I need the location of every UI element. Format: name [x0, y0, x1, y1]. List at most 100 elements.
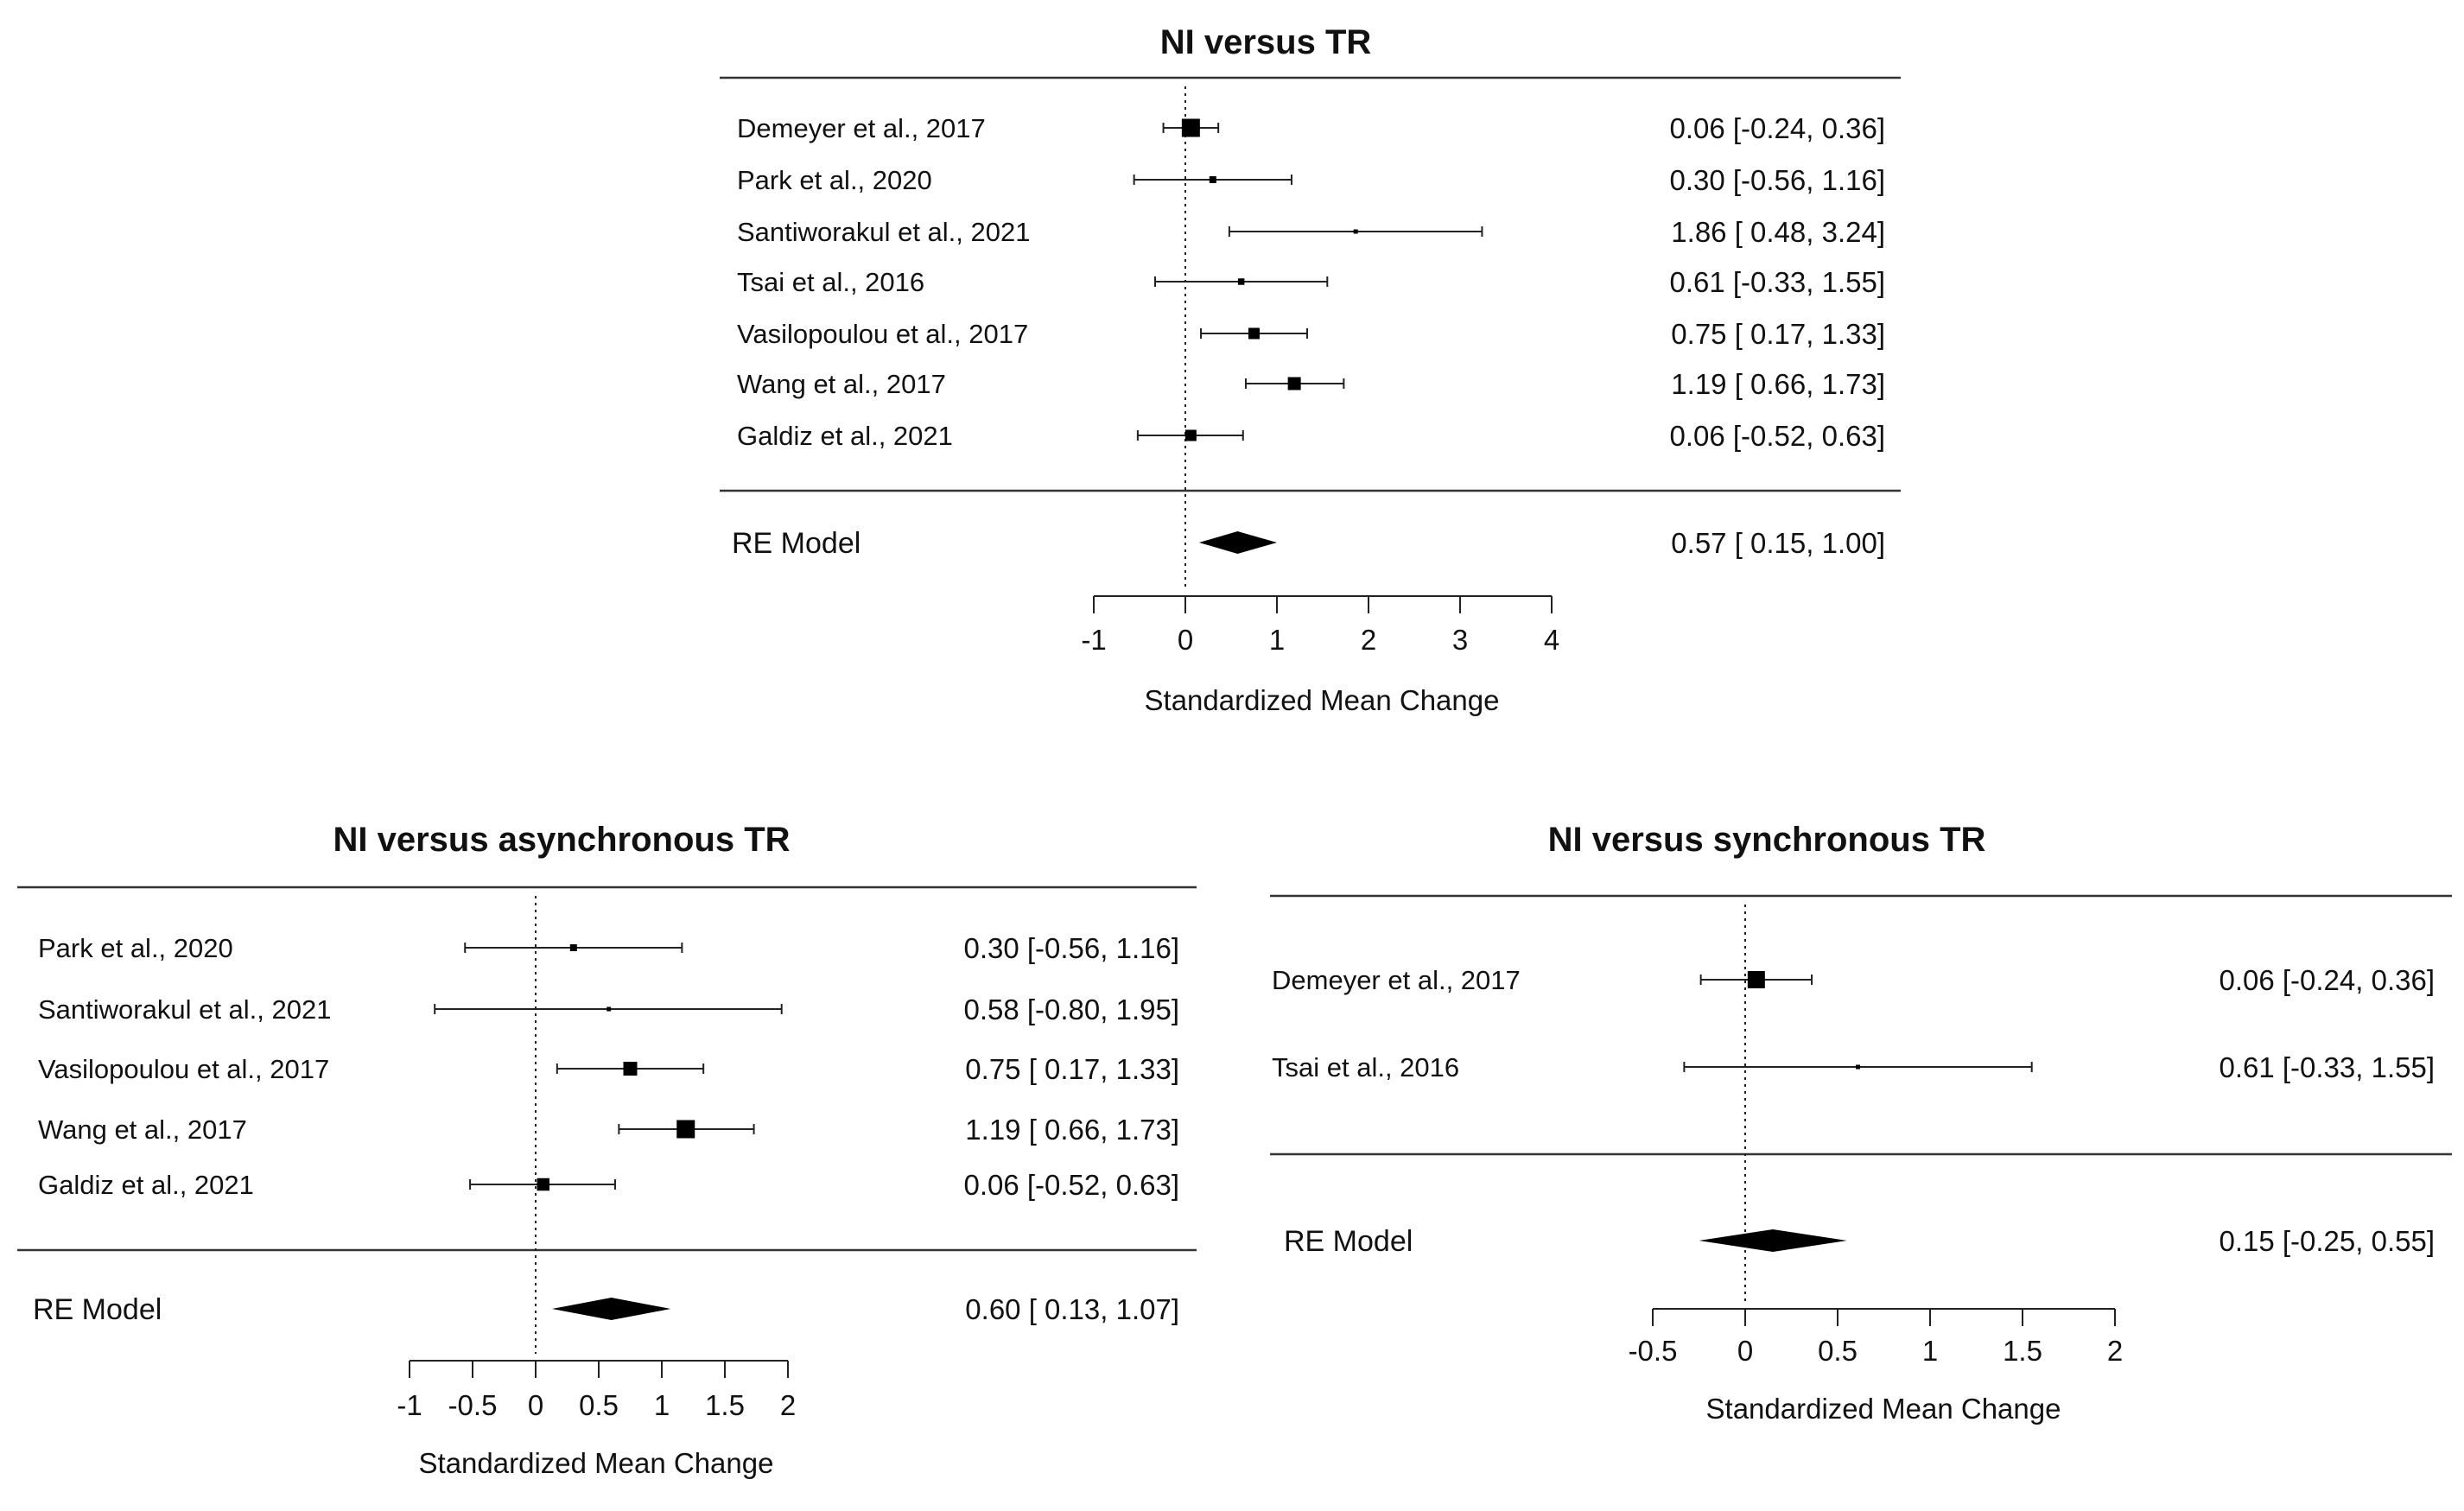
point-estimate — [1237, 278, 1245, 285]
estimate-ci-text: 0.61 [-0.33, 1.55] — [1669, 266, 1885, 298]
study-label: Wang et al., 2017 — [737, 369, 946, 399]
point-estimate — [537, 1178, 550, 1191]
estimate-ci-text: 1.19 [ 0.66, 1.73] — [965, 1114, 1179, 1146]
axis-tick-label: -0.5 — [448, 1389, 498, 1421]
study-row: Santiworakul et al., 2021 0.58 [-0.80, 1.… — [38, 994, 1179, 1025]
point-estimate — [676, 1120, 695, 1139]
estimate-ci-text: 0.06 [-0.24, 0.36] — [1669, 112, 1885, 144]
x-axis-label: Standardized Mean Change — [1145, 684, 1500, 716]
study-label: Tsai et al., 2016 — [737, 267, 924, 297]
forest-panel-2: NI versus asynchronous TR Park et al., 20… — [17, 821, 1197, 1479]
summary-label: RE Model — [732, 527, 860, 560]
axis-tick-label: 4 — [1544, 624, 1559, 656]
estimate-ci-text: 1.86 [ 0.48, 3.24] — [1671, 216, 1885, 248]
study-row: Galdiz et al., 2021 0.06 [-0.52, 0.63] — [737, 420, 1885, 452]
study-row: Vasilopoulou et al., 2017 0.75 [ 0.17, 1.… — [737, 318, 1885, 350]
estimate-ci-text: 0.75 [ 0.17, 1.33] — [965, 1053, 1179, 1085]
study-label: Wang et al., 2017 — [38, 1114, 247, 1145]
study-row: Demeyer et al., 2017 0.06 [-0.24, 0.36] — [737, 112, 1885, 144]
axis-tick-label: -1 — [397, 1389, 422, 1421]
axis-tick-label: 0 — [1178, 624, 1193, 656]
point-estimate — [1181, 118, 1200, 137]
point-estimate — [1248, 327, 1260, 340]
axis-tick-label: 2 — [780, 1389, 796, 1421]
point-estimate — [1747, 971, 1765, 988]
study-row: Tsai et al., 2016 0.61 [-0.33, 1.55] — [737, 266, 1885, 298]
x-axis-label: Standardized Mean Change — [419, 1447, 774, 1479]
forest-panel-3: NI versus synchronous TR Demeyer et al., … — [1270, 821, 2452, 1425]
study-label: Vasilopoulou et al., 2017 — [737, 319, 1028, 349]
axis-tick-label: 3 — [1452, 624, 1468, 656]
summary-row: RE Model 0.15 [-0.25, 0.55] — [1284, 1225, 2435, 1258]
study-row: Galdiz et al., 2021 0.06 [-0.52, 0.63] — [38, 1169, 1179, 1201]
point-estimate — [569, 944, 577, 951]
axis-tick-label: 2 — [2107, 1335, 2123, 1367]
axis-tick-label: 0.5 — [1818, 1335, 1858, 1367]
x-axis: -1 0 1 2 3 4 Standardized Mean Change — [1081, 595, 1559, 716]
study-row: Santiworakul et al., 2021 1.86 [ 0.48, 3.… — [737, 216, 1885, 248]
study-label: Demeyer et al., 2017 — [737, 113, 986, 143]
estimate-ci-text: 0.06 [-0.24, 0.36] — [2219, 964, 2435, 996]
summary-ci-text: 0.57 [ 0.15, 1.00] — [1671, 527, 1885, 559]
summary-ci-text: 0.15 [-0.25, 0.55] — [2219, 1225, 2435, 1257]
study-row: Park et al., 2020 0.30 [-0.56, 1.16] — [38, 932, 1179, 964]
estimate-ci-text: 0.30 [-0.56, 1.16] — [1669, 164, 1885, 196]
axis-tick-label: 0.5 — [579, 1389, 619, 1421]
study-row: Wang et al., 2017 1.19 [ 0.66, 1.73] — [38, 1114, 1179, 1146]
summary-label: RE Model — [1284, 1225, 1413, 1258]
estimate-ci-text: 0.75 [ 0.17, 1.33] — [1671, 318, 1885, 350]
axis-tick-label: 1 — [1269, 624, 1285, 656]
study-label: Demeyer et al., 2017 — [1272, 965, 1521, 995]
study-label: Galdiz et al., 2021 — [737, 421, 953, 451]
study-label: Santiworakul et al., 2021 — [38, 994, 332, 1025]
point-estimate — [1287, 377, 1301, 390]
summary-diamond — [1699, 1229, 1847, 1252]
estimate-ci-text: 0.61 [-0.33, 1.55] — [2219, 1051, 2435, 1083]
study-row: Park et al., 2020 0.30 [-0.56, 1.16] — [737, 164, 1885, 196]
point-estimate — [1209, 176, 1216, 183]
axis-tick-label: 2 — [1361, 624, 1376, 656]
estimate-ci-text: 0.58 [-0.80, 1.95] — [963, 994, 1179, 1025]
point-estimate — [1856, 1064, 1861, 1070]
axis-tick-label: 0 — [1737, 1335, 1753, 1367]
axis-tick-label: 1 — [654, 1389, 670, 1421]
estimate-ci-text: 1.19 [ 0.66, 1.73] — [1671, 368, 1885, 400]
summary-diamond — [551, 1298, 671, 1320]
point-estimate — [1184, 429, 1197, 441]
study-label: Park et al., 2020 — [38, 933, 233, 963]
study-label: Tsai et al., 2016 — [1272, 1052, 1459, 1082]
point-estimate — [606, 1006, 612, 1012]
panel-title: NI versus TR — [1160, 23, 1372, 61]
panel-title: NI versus asynchronous TR — [333, 821, 790, 859]
study-label: Vasilopoulou et al., 2017 — [38, 1054, 329, 1084]
axis-tick-label: 1 — [1922, 1335, 1938, 1367]
x-axis-label: Standardized Mean Change — [1706, 1393, 2061, 1425]
estimate-ci-text: 0.30 [-0.56, 1.16] — [963, 932, 1179, 964]
axis-tick-label: -1 — [1081, 624, 1106, 656]
axis-tick-label: 0 — [528, 1389, 543, 1421]
panel-title: NI versus synchronous TR — [1548, 821, 1986, 859]
study-label: Santiworakul et al., 2021 — [737, 217, 1031, 247]
summary-ci-text: 0.60 [ 0.13, 1.07] — [965, 1293, 1179, 1325]
point-estimate — [1353, 229, 1358, 234]
study-label: Park et al., 2020 — [737, 165, 932, 195]
summary-label: RE Model — [33, 1293, 162, 1326]
estimate-ci-text: 0.06 [-0.52, 0.63] — [1669, 420, 1885, 452]
study-row: Tsai et al., 2016 0.61 [-0.33, 1.55] — [1272, 1051, 2435, 1083]
study-label: Galdiz et al., 2021 — [38, 1170, 254, 1200]
x-axis: -0.5 0 0.5 1 1.5 2 Standardized Mean Change — [1629, 1308, 2123, 1425]
axis-tick-label: 1.5 — [705, 1389, 745, 1421]
axis-tick-label: -0.5 — [1629, 1335, 1678, 1367]
point-estimate — [623, 1062, 638, 1076]
summary-row: RE Model 0.57 [ 0.15, 1.00] — [732, 527, 1885, 560]
summary-row: RE Model 0.60 [ 0.13, 1.07] — [33, 1293, 1179, 1326]
estimate-ci-text: 0.06 [-0.52, 0.63] — [963, 1169, 1179, 1201]
summary-diamond — [1198, 531, 1277, 554]
study-row: Vasilopoulou et al., 2017 0.75 [ 0.17, 1.… — [38, 1053, 1179, 1085]
study-row: Wang et al., 2017 1.19 [ 0.66, 1.73] — [737, 368, 1885, 400]
forest-panel-1: NI versus TR Demeyer et al., 2017 0.06 [-0… — [720, 23, 1901, 716]
study-row: Demeyer et al., 2017 0.06 [-0.24, 0.36] — [1272, 964, 2435, 996]
